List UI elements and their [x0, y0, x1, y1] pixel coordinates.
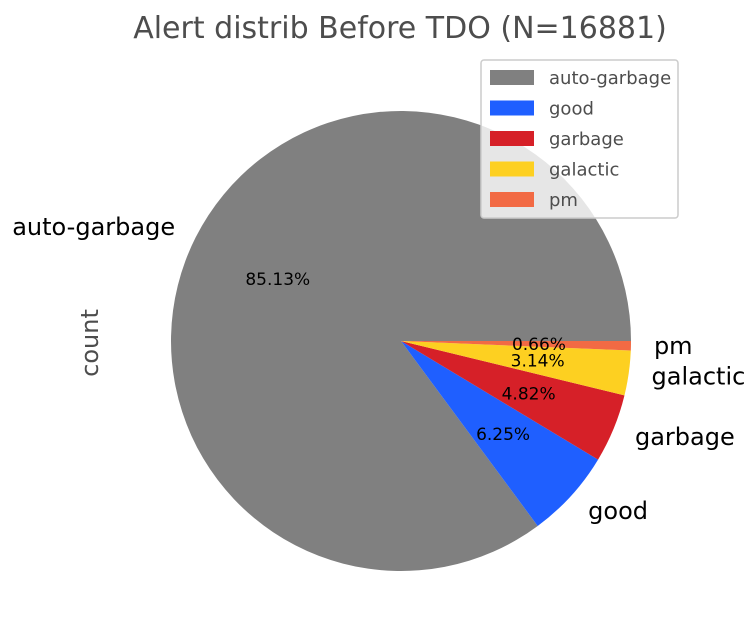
- category-label-good: good: [588, 497, 648, 525]
- pie-slice-garbage: [401, 341, 625, 460]
- y-axis-label: count: [76, 309, 104, 377]
- legend-swatch-galactic: [490, 161, 534, 177]
- pct-label-pm: 0.66%: [512, 335, 566, 355]
- legend-label-garbage: garbage: [549, 129, 624, 150]
- pct-label-good: 6.25%: [476, 425, 530, 445]
- legend-frame: [480, 59, 679, 219]
- legend-swatch-good: [490, 100, 534, 116]
- pct-label-garbage: 4.82%: [502, 384, 556, 404]
- pie-slice-good: [401, 341, 599, 526]
- legend-label-pm: pm: [549, 190, 578, 211]
- legend-swatch-auto-garbage: [490, 70, 534, 85]
- category-label-galactic: galactic: [652, 362, 746, 390]
- pie-slice-auto-garbage: [170, 110, 631, 571]
- legend-swatch-pm: [490, 192, 534, 207]
- pct-label-auto-garbage: 85.13%: [245, 270, 310, 290]
- legend-swatch-garbage: [490, 131, 534, 146]
- percentage-labels: 85.13% 6.25% 4.82% 3.14%0.66%: [245, 270, 566, 445]
- legend-label-auto-garbage: auto-garbage: [549, 68, 671, 89]
- category-label-pm: pm: [654, 332, 693, 360]
- pct-label-galactic: 3.14%: [511, 351, 565, 371]
- chart-title: Alert distrib Before TDO (N=16881): [133, 11, 667, 46]
- pie-slices: [170, 110, 631, 571]
- pie-slice-galactic: [401, 341, 631, 396]
- pie-slice-pm: [401, 341, 631, 351]
- legend: auto-garbage good garbage galactic pm: [480, 59, 679, 219]
- category-label-garbage: garbage: [635, 423, 735, 451]
- legend-label-good: good: [549, 99, 594, 120]
- legend-label-galactic: galactic: [549, 160, 619, 181]
- category-label-auto-garbage: auto-garbage: [12, 213, 175, 241]
